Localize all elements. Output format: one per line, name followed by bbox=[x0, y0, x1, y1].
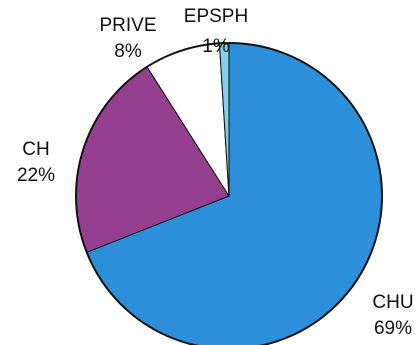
slice-value-label-epsph: 1% bbox=[202, 36, 230, 57]
slice-label-chu: CHU bbox=[372, 292, 413, 313]
slice-label-ch: CH bbox=[22, 139, 49, 160]
slice-value-label-chu: 69% bbox=[374, 318, 412, 339]
slice-label-epsph: EPSPH bbox=[184, 6, 248, 27]
slice-value-label-prive: 8% bbox=[114, 41, 142, 62]
slice-labels: CHU 69% CH 22% PRIVE 8% EPSPH 1% bbox=[17, 6, 414, 339]
slice-label-prive: PRIVE bbox=[99, 15, 156, 36]
pie-outline bbox=[75, 42, 383, 345]
pie-slices bbox=[75, 42, 383, 345]
slice-value-label-ch: 22% bbox=[17, 165, 55, 186]
